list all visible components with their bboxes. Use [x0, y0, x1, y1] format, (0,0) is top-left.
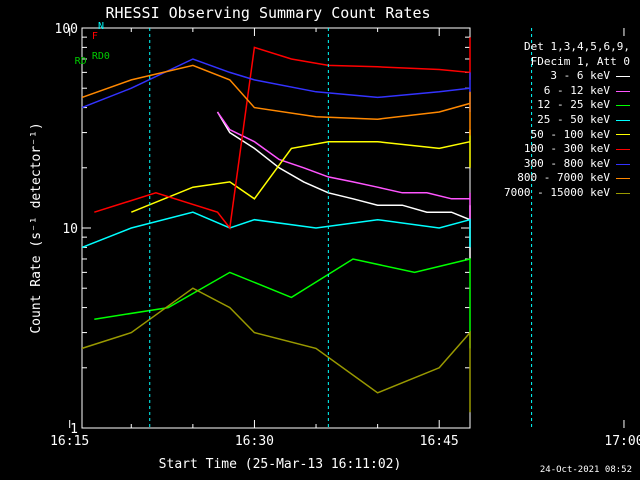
- legend: Det 1,3,4,5,6,9, FDecim 1, Att 0 3 - 6 k…: [480, 40, 630, 201]
- legend-label: 100 - 300 keV: [523, 142, 610, 156]
- legend-swatch: [616, 134, 630, 136]
- series-line-2: [216, 111, 471, 228]
- series-line-7: [81, 58, 471, 112]
- plot-area: 16:1516:3016:4517:0017:1517:3017:4510010…: [50, 21, 640, 449]
- plot-frame: [81, 27, 471, 429]
- series-line-9: [81, 287, 471, 413]
- legend-swatch: [616, 178, 630, 180]
- series-line-3: [94, 258, 471, 349]
- legend-label: 25 - 50 keV: [537, 112, 610, 126]
- y-axis-label: Count Rate (s⁻¹ detector⁻¹): [29, 122, 44, 333]
- legend-swatch: [616, 90, 630, 92]
- legend-swatch: [616, 163, 630, 165]
- legend-label: 7000 - 15000 keV: [504, 185, 610, 199]
- x-tick-label: 16:45: [420, 434, 459, 449]
- legend-header-line-1: Det 1,3,4,5,6,9,: [524, 40, 630, 53]
- x-tick-label: 16:30: [235, 434, 274, 449]
- series-line-1: [216, 111, 471, 259]
- legend-item: 25 - 50 keV: [480, 113, 630, 128]
- y-tick-label: 10: [62, 222, 78, 237]
- marker-label: RD0: [92, 51, 110, 62]
- legend-item: 3 - 6 keV: [480, 69, 630, 84]
- legend-label: 12 - 25 keV: [537, 98, 610, 112]
- legend-label: 6 - 12 keV: [543, 83, 610, 97]
- legend-item: 800 - 7000 keV: [480, 171, 630, 186]
- legend-header-line-2: FDecim 1, Att 0: [530, 54, 630, 68]
- x-tick-label: 16:15: [50, 434, 89, 449]
- legend-label: 3 - 6 keV: [550, 69, 610, 83]
- series-line-4: [81, 211, 471, 249]
- x-tick-label: 17:00: [604, 434, 640, 449]
- legend-swatch: [616, 192, 630, 194]
- legend-swatch: [616, 148, 630, 150]
- legend-item: 6 - 12 keV: [480, 84, 630, 99]
- legend-item: 12 - 25 keV: [480, 98, 630, 113]
- x-axis-label: Start Time (25-Mar-13 16:11:02): [159, 457, 402, 472]
- y-tick-label: 1: [70, 422, 78, 437]
- legend-swatch: [616, 119, 630, 121]
- legend-label: 300 - 800 keV: [523, 156, 610, 170]
- y-tick-label: 100: [55, 22, 78, 37]
- legend-label: 50 - 100 keV: [530, 127, 610, 141]
- legend-item: 100 - 300 keV: [480, 142, 630, 157]
- series-line-5: [131, 129, 471, 213]
- marker-label: F: [92, 31, 98, 42]
- legend-item: 7000 - 15000 keV: [480, 186, 630, 201]
- legend-label: 800 - 7000 keV: [517, 171, 610, 185]
- legend-item: 300 - 800 keV: [480, 157, 630, 172]
- legend-swatch: [616, 75, 630, 77]
- marker-label: RD: [75, 56, 87, 67]
- chart-title: RHESSI Observing Summary Count Rates: [105, 4, 430, 22]
- timestamp: 24-Oct-2021 08:52: [539, 465, 632, 475]
- series-line-6: [94, 37, 471, 230]
- marker-label: N: [98, 21, 104, 32]
- series-line-8: [81, 64, 471, 136]
- legend-swatch: [616, 105, 630, 107]
- legend-item: 50 - 100 keV: [480, 128, 630, 143]
